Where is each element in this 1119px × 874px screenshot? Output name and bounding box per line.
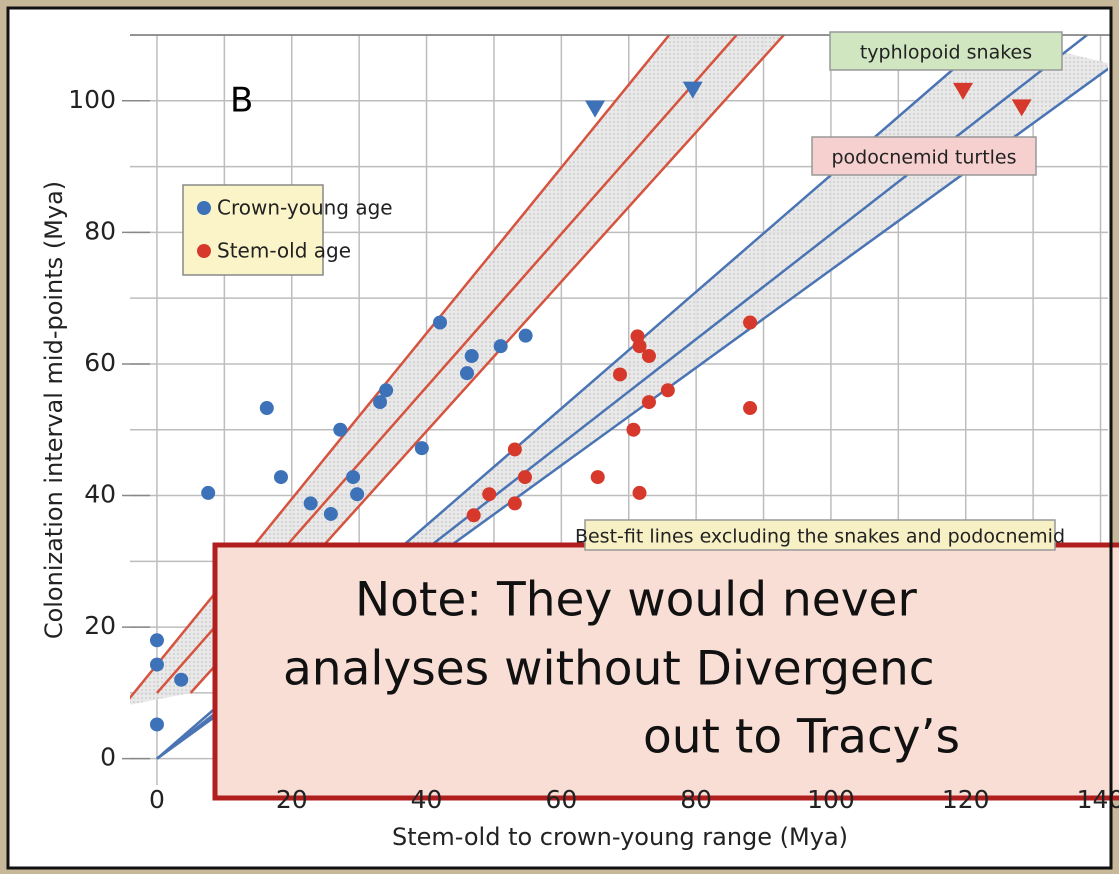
note-text: out to Tracy’s	[643, 710, 960, 765]
data-point	[149, 657, 164, 672]
data-point	[464, 349, 479, 364]
data-point	[660, 383, 675, 398]
data-point	[303, 496, 318, 511]
annotation-box	[584, 519, 1056, 551]
x-tick-label: 120	[942, 785, 990, 814]
y-tick-label: 60	[84, 348, 116, 377]
note-text: analyses without Divergenc	[283, 642, 935, 697]
x-tick-label: 80	[680, 785, 712, 814]
y-axis-label: Colonization interval mid-points (Mya)	[40, 181, 68, 639]
note-box	[212, 542, 1119, 801]
note-text-group: Note: They would never analyses without D…	[283, 573, 960, 765]
data-point	[323, 506, 338, 521]
data-point	[482, 487, 497, 502]
note-text: Note: They would never	[355, 573, 917, 628]
data-point	[507, 496, 522, 511]
annotation-text: typhlopoid snakes	[860, 42, 1032, 64]
data-point	[743, 401, 758, 416]
annotation-box	[829, 31, 1063, 71]
data-point	[259, 401, 274, 416]
overlay-layer: Note: They would never analyses without D…	[212, 542, 1119, 801]
data-point	[641, 349, 656, 364]
data-point	[174, 672, 189, 687]
data-point	[493, 339, 508, 354]
x-tick-label: 100	[807, 785, 855, 814]
data-point	[632, 339, 647, 354]
data-point	[273, 470, 288, 485]
legend-box	[182, 184, 324, 276]
data-point	[517, 470, 532, 485]
triangle-point	[953, 82, 974, 100]
legend-label: Stem-old age	[217, 239, 351, 263]
panel-label: B	[230, 81, 253, 121]
data-point	[433, 315, 448, 330]
y-tick-label: 0	[100, 743, 116, 772]
x-axis-label: Stem-old to crown-young range (Mya)	[392, 823, 848, 851]
data-point	[149, 717, 164, 732]
data-point	[414, 441, 429, 456]
triangle-point	[585, 100, 606, 118]
data-point	[632, 485, 647, 500]
data-point	[507, 442, 522, 457]
data-point	[641, 395, 656, 410]
data-point	[350, 487, 365, 502]
data-point	[346, 470, 361, 485]
x-tick-label: 20	[276, 785, 308, 814]
legend-marker	[197, 201, 211, 215]
panel-border	[6, 6, 1113, 870]
data-point	[612, 367, 627, 382]
annotation-text: podocnemid turtles	[831, 147, 1016, 169]
y-tick-label: 40	[84, 480, 116, 509]
legend-label: Crown-young age	[217, 196, 393, 220]
data-point	[379, 383, 394, 398]
data-point	[333, 422, 348, 437]
data-point	[201, 485, 216, 500]
x-tick-label: 60	[545, 785, 577, 814]
y-tick-label: 20	[84, 611, 116, 640]
triangle-point	[1011, 99, 1032, 117]
annotation-box	[811, 136, 1037, 176]
y-tick-label: 80	[84, 216, 116, 245]
annotation-text: Best-fit lines excluding the snakes and …	[575, 526, 1065, 548]
data-point	[590, 470, 605, 485]
data-point	[466, 508, 481, 523]
x-tick-label: 40	[411, 785, 443, 814]
data-point	[373, 395, 388, 410]
legend-marker	[197, 244, 211, 258]
y-tick-label: 100	[68, 85, 116, 114]
data-point	[743, 315, 758, 330]
x-tick-label: 0	[149, 785, 165, 814]
triangle-point	[682, 81, 703, 99]
data-point	[149, 633, 164, 648]
x-tick-label: 140	[1077, 785, 1119, 814]
data-point	[518, 328, 533, 343]
data-point	[626, 422, 641, 437]
data-point	[459, 366, 474, 381]
